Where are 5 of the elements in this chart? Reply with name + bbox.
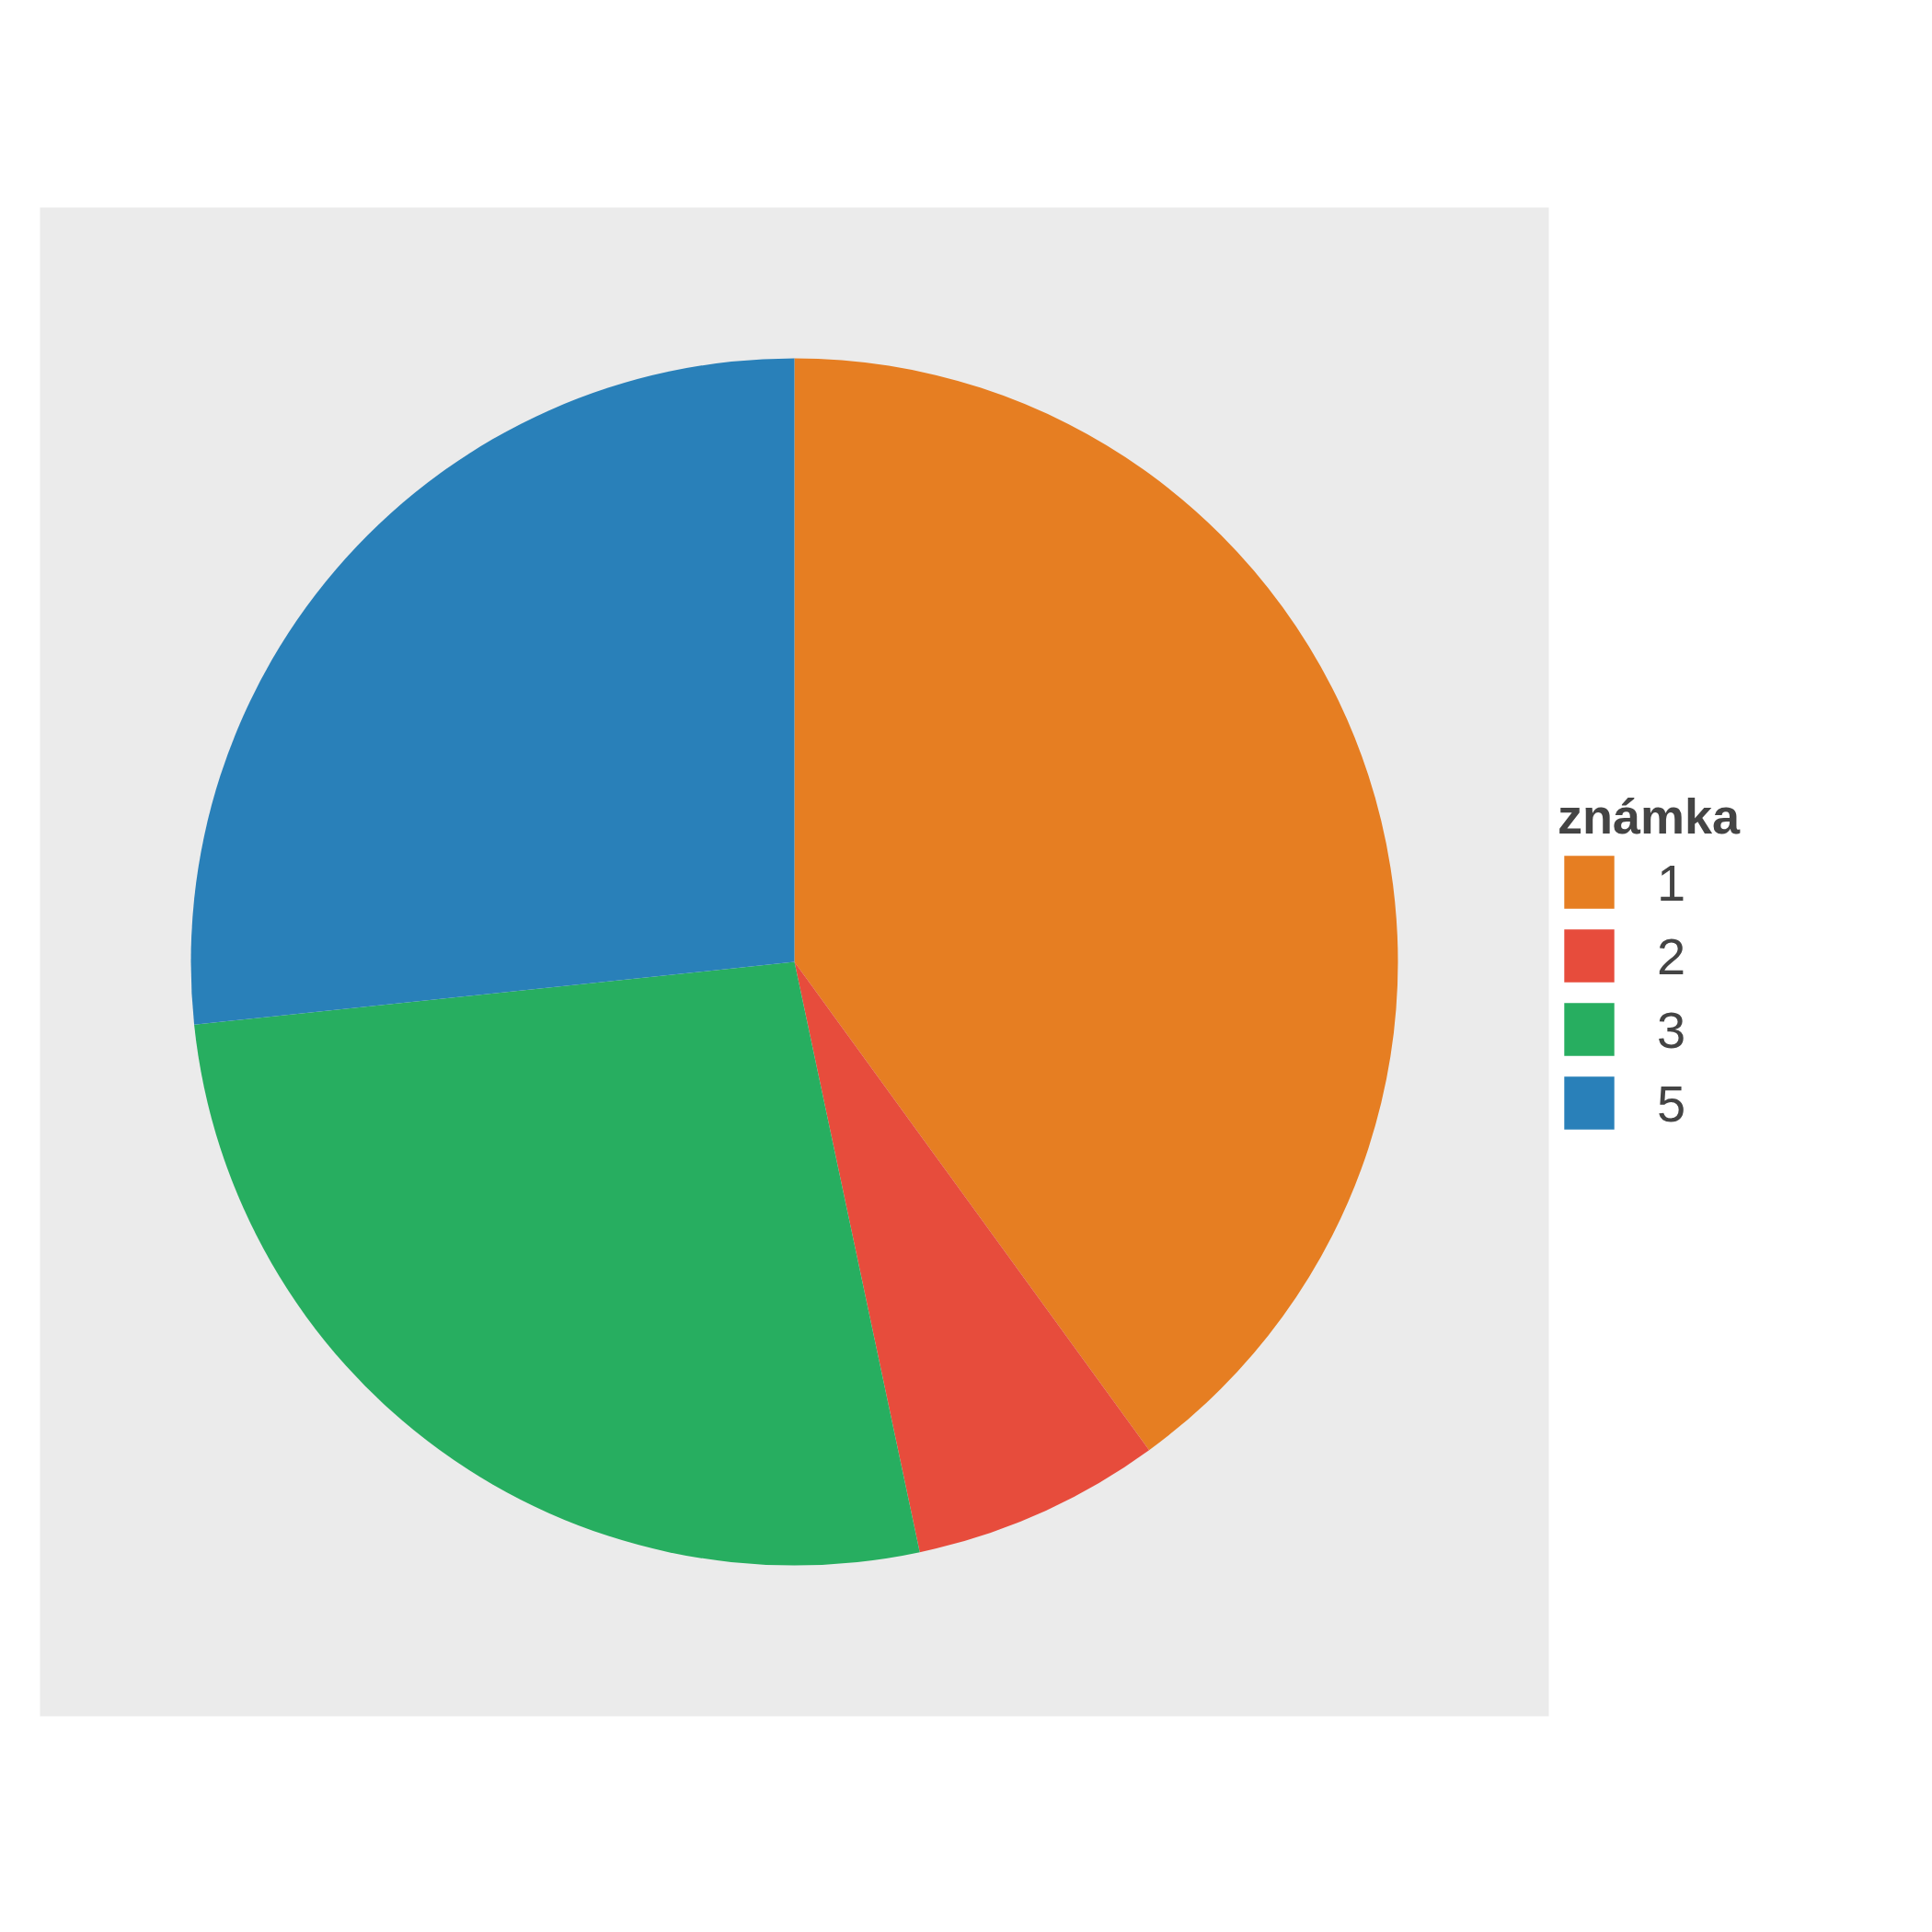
legend-label: 2 [1657, 926, 1686, 985]
legend-label: 5 [1657, 1073, 1686, 1133]
legend-label: 3 [1657, 999, 1686, 1059]
legend-label: 1 [1657, 852, 1686, 912]
legend-title: známka [1558, 787, 1741, 845]
